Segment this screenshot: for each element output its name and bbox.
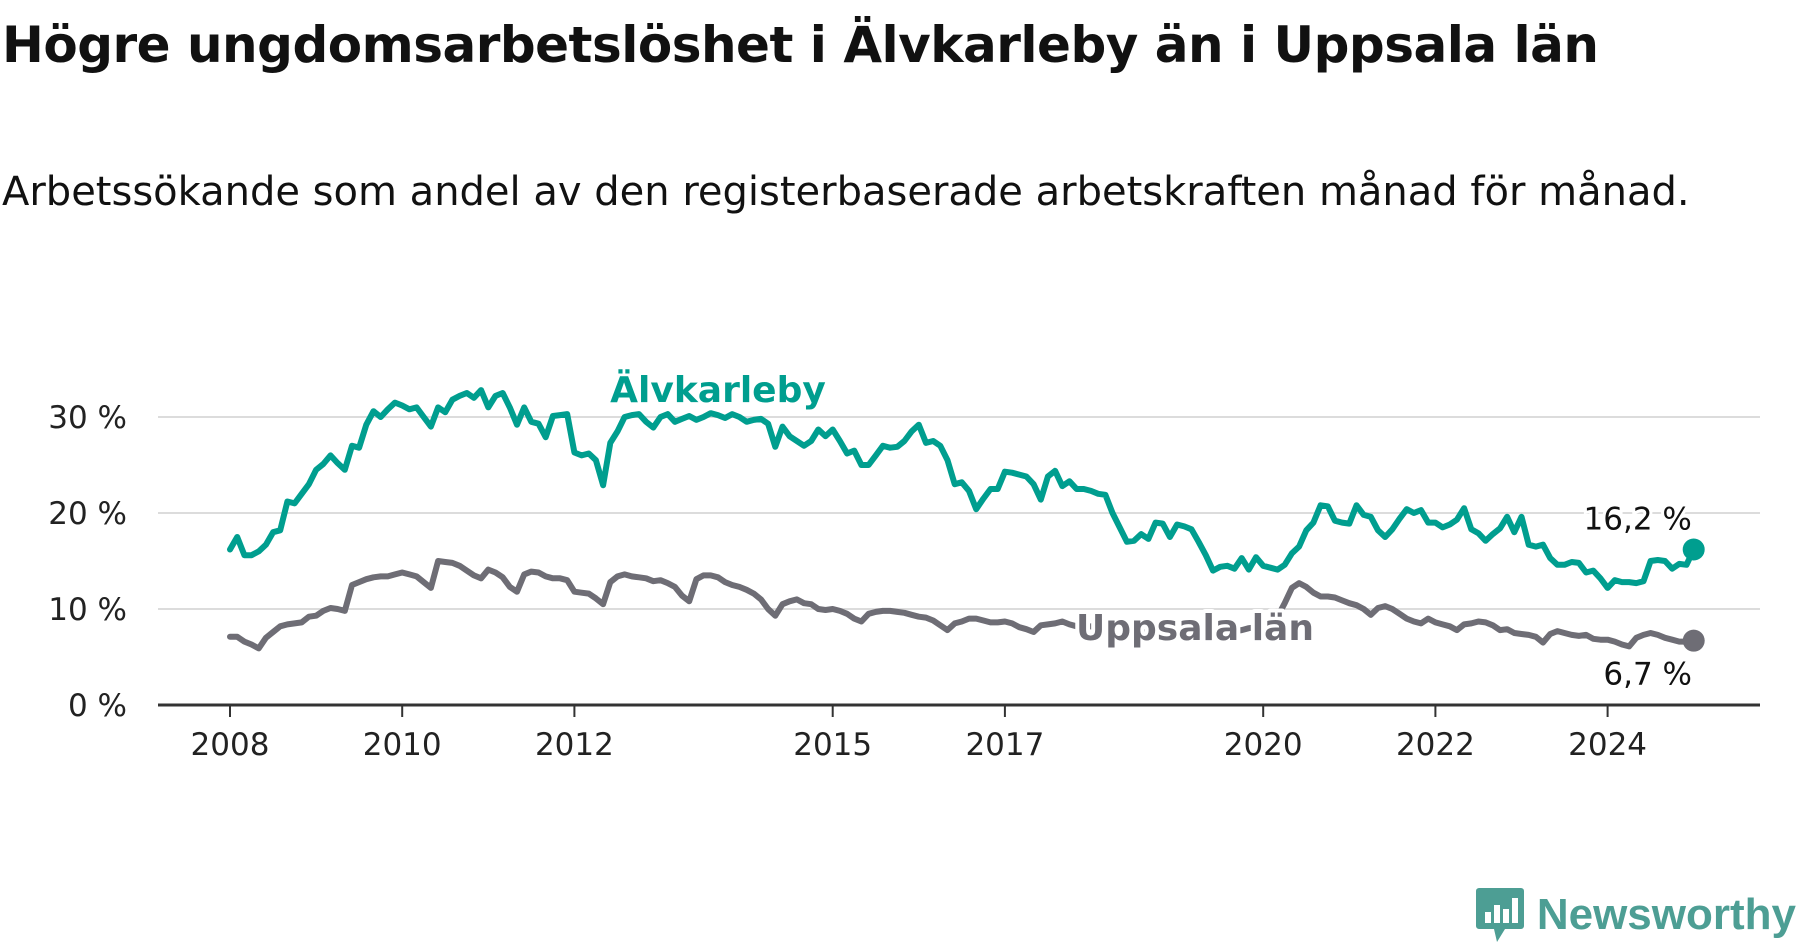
series-end-value-label: 6,7 % — [1603, 657, 1692, 693]
series-end-value-label: 16,2 % — [1584, 501, 1692, 537]
bar-chart-speech-bubble-icon — [1475, 888, 1524, 942]
y-tick-label: 30 % — [48, 400, 127, 436]
series-labels: Uppsala län 6,7 % Älvkarleby 16,2 % — [606, 365, 1695, 696]
brand-logo: Newsworthy — [1475, 886, 1796, 944]
gridlines — [158, 416, 1760, 610]
x-axis: 2008 2010 2012 2015 2017 2020 2022 2024 — [158, 703, 1760, 763]
x-tick-label: 2015 — [793, 727, 872, 763]
y-tick-label: 10 % — [48, 592, 127, 628]
series-line — [227, 558, 1697, 652]
series-end-point — [1682, 629, 1705, 652]
x-tick-label: 2022 — [1396, 727, 1475, 763]
x-tick-label: 2012 — [535, 727, 614, 763]
series-lines — [227, 387, 1705, 652]
x-tick-label: 2020 — [1224, 727, 1303, 763]
series-name-label: Älvkarleby — [610, 369, 826, 411]
x-tick-label: 2017 — [965, 727, 1044, 763]
y-tick-label: 20 % — [48, 496, 127, 532]
chart-subtitle: Arbetssökande som andel av den registerb… — [2, 169, 1690, 215]
series-end-point — [1682, 538, 1705, 561]
series-name-label: Uppsala län — [1076, 608, 1314, 649]
brand-name: Newsworthy — [1536, 890, 1796, 939]
x-tick-label: 2008 — [191, 727, 270, 763]
x-tick-label: 2010 — [363, 727, 442, 763]
y-tick-label: 0 % — [68, 688, 127, 724]
chart-title: Högre ungdomsarbetslöshet i Älvkarleby ä… — [2, 16, 1599, 74]
x-tick-label: 2024 — [1568, 727, 1647, 763]
y-axis-tick-labels: 0 % 10 % 20 % 30 % — [48, 400, 127, 724]
series-line — [227, 387, 1697, 591]
